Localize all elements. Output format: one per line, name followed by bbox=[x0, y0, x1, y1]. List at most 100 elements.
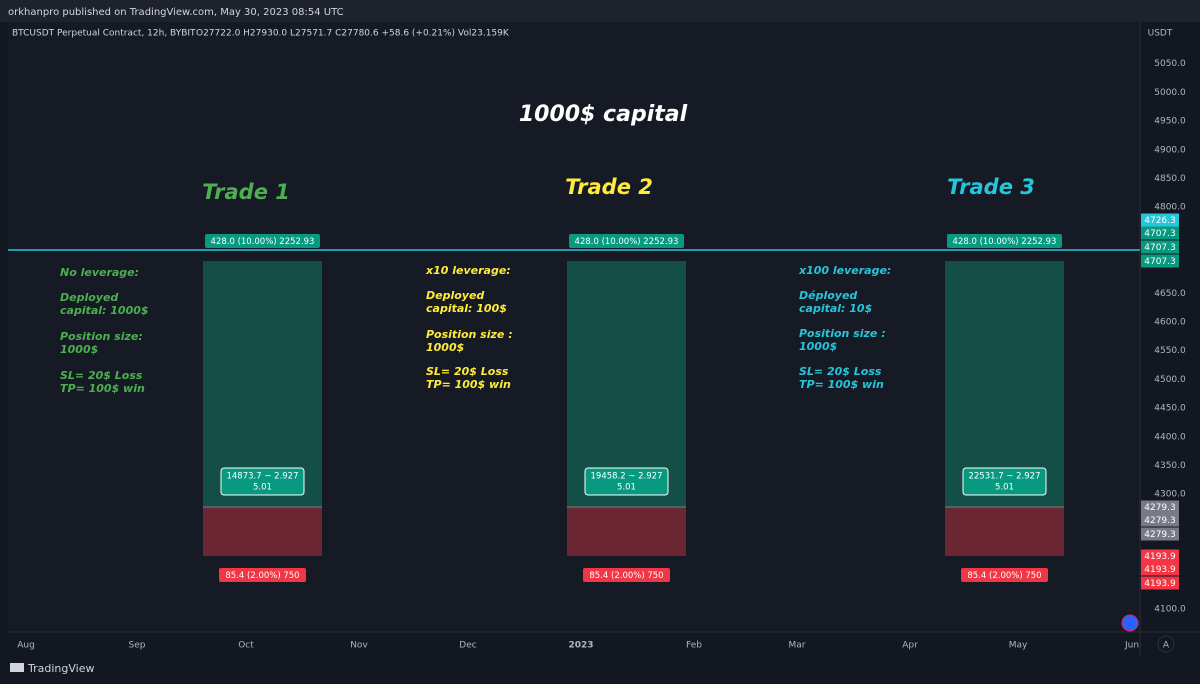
top-label: 428.0 (10.00%) 2252.93 bbox=[211, 237, 315, 247]
trade-note: Position size: bbox=[60, 330, 143, 343]
bottom-label-box bbox=[961, 568, 1048, 582]
price-tag-label: 4193.9 bbox=[1144, 552, 1176, 562]
time-label: Apr bbox=[902, 641, 918, 651]
trade-note: 1000$ bbox=[426, 341, 464, 354]
price-tag bbox=[1141, 240, 1179, 254]
price-label: 4950.0 bbox=[1154, 117, 1186, 127]
price-tag bbox=[1141, 562, 1179, 576]
time-label: Sep bbox=[129, 641, 146, 651]
bottom-label: 85.4 (2.00%) 750 bbox=[589, 571, 663, 581]
price-tag-label: 4279.3 bbox=[1144, 503, 1176, 513]
time-label: Jun bbox=[1124, 641, 1139, 651]
price-tag-label: 4279.3 bbox=[1144, 516, 1176, 526]
trade-note: Deployed bbox=[426, 289, 484, 302]
price-label: 4650.0 bbox=[1154, 289, 1186, 299]
price-label: 4900.0 bbox=[1154, 145, 1186, 155]
auto-label[interactable]: A bbox=[1163, 641, 1170, 651]
price-tag-label: 4193.9 bbox=[1144, 565, 1176, 575]
trade-note: No leverage: bbox=[60, 266, 139, 279]
trade-note: TP= 100$ win bbox=[426, 378, 511, 391]
middle-label: 5.01 bbox=[995, 483, 1014, 493]
price-label: 4400.0 bbox=[1154, 432, 1186, 442]
price-tag-label: 4279.3 bbox=[1144, 530, 1176, 540]
loss-zone bbox=[945, 507, 1064, 556]
time-label: Dec bbox=[459, 641, 476, 651]
trade-title: Trade 2 bbox=[565, 175, 653, 199]
ohlc: O27722.0 H27930.0 L27571.7 C27780.6 +58.… bbox=[196, 29, 510, 39]
bottom-label-box bbox=[219, 568, 306, 582]
top-label: 428.0 (10.00%) 2252.93 bbox=[575, 237, 679, 247]
bottom-label: 85.4 (2.00%) 750 bbox=[225, 571, 299, 581]
trade-note: x100 leverage: bbox=[798, 264, 891, 277]
top-label-box bbox=[569, 234, 684, 248]
profit-zone bbox=[567, 261, 686, 507]
price-tag-label: 4193.9 bbox=[1144, 579, 1176, 589]
trade-note: Deployed bbox=[60, 291, 118, 304]
middle-label-box bbox=[220, 467, 305, 496]
time-label: Nov bbox=[350, 641, 368, 651]
footer-bar bbox=[0, 656, 1200, 684]
trade-note: 1000$ bbox=[60, 343, 98, 356]
price-tag bbox=[1141, 576, 1179, 590]
auto-button[interactable] bbox=[1157, 635, 1175, 653]
time-label: Aug bbox=[17, 641, 35, 651]
trade-note: capital: 100$ bbox=[426, 302, 507, 315]
price-label: 4100.0 bbox=[1154, 605, 1186, 615]
middle-label: 19458.2 ~ 2.927 bbox=[590, 472, 662, 482]
header-bar bbox=[0, 0, 1200, 22]
price-tag-label: 4707.3 bbox=[1144, 229, 1176, 239]
header-title: orkhanpro published on TradingView.com, … bbox=[8, 7, 344, 18]
trade-note: capital: 1000$ bbox=[60, 304, 149, 317]
trade-note: TP= 100$ win bbox=[60, 382, 145, 395]
trade-note: SL= 20$ Loss bbox=[60, 369, 143, 382]
top-label-box bbox=[947, 234, 1062, 248]
capital-title: 1000$ capital bbox=[519, 102, 688, 127]
trade-note: SL= 20$ Loss bbox=[426, 365, 509, 378]
trade-note: Position size : bbox=[799, 327, 886, 340]
price-tag bbox=[1141, 213, 1179, 227]
loss-zone bbox=[203, 507, 322, 556]
time-label: 2023 bbox=[568, 641, 593, 651]
price-tag bbox=[1141, 226, 1179, 240]
flag-icon[interactable] bbox=[1121, 614, 1139, 632]
price-label: 5050.0 bbox=[1154, 59, 1186, 69]
time-label: Mar bbox=[789, 641, 806, 651]
symbol: BTCUSDT Perpetual Contract, 12h, BYBIT bbox=[12, 29, 196, 39]
trade-note: 1000$ bbox=[799, 340, 837, 353]
trade-note: x10 leverage: bbox=[425, 264, 511, 277]
bottom-label-box bbox=[583, 568, 670, 582]
middle-label-box bbox=[584, 467, 669, 496]
middle-label: 5.01 bbox=[253, 483, 272, 493]
top-label: 428.0 (10.00%) 2252.93 bbox=[953, 237, 1057, 247]
trade-note: capital: 10$ bbox=[799, 302, 872, 315]
price-tag-label: 4707.3 bbox=[1144, 257, 1176, 267]
price-label: 4350.0 bbox=[1154, 461, 1186, 471]
logo-icon bbox=[10, 663, 24, 672]
price-tag bbox=[1141, 527, 1179, 541]
trade-note: Position size : bbox=[426, 328, 513, 341]
trade-note: SL= 20$ Loss bbox=[799, 365, 882, 378]
trade-note: TP= 100$ win bbox=[799, 378, 884, 391]
trade-title: Trade 3 bbox=[947, 175, 1035, 199]
price-label: 5000.0 bbox=[1154, 88, 1186, 98]
top-label-box bbox=[205, 234, 320, 248]
bottom-label: 85.4 (2.00%) 750 bbox=[967, 571, 1041, 581]
price-label: 4500.0 bbox=[1154, 375, 1186, 385]
price-tag bbox=[1141, 513, 1179, 527]
price-label: 4300.0 bbox=[1154, 490, 1186, 500]
middle-label-box bbox=[962, 467, 1047, 496]
loss-zone bbox=[567, 507, 686, 556]
price-label: 4550.0 bbox=[1154, 346, 1186, 356]
price-label: 4450.0 bbox=[1154, 404, 1186, 414]
profit-zone bbox=[203, 261, 322, 507]
profit-zone bbox=[945, 261, 1064, 507]
price-unit: USDT bbox=[1148, 29, 1173, 39]
middle-label: 5.01 bbox=[617, 483, 636, 493]
time-label: May bbox=[1009, 641, 1028, 651]
price-tag-label: 4707.3 bbox=[1144, 243, 1176, 253]
time-label: Feb bbox=[686, 641, 702, 651]
middle-label: 14873.7 ~ 2.927 bbox=[226, 472, 298, 482]
middle-label: 22531.7 ~ 2.927 bbox=[968, 472, 1040, 482]
price-tag bbox=[1141, 254, 1179, 268]
